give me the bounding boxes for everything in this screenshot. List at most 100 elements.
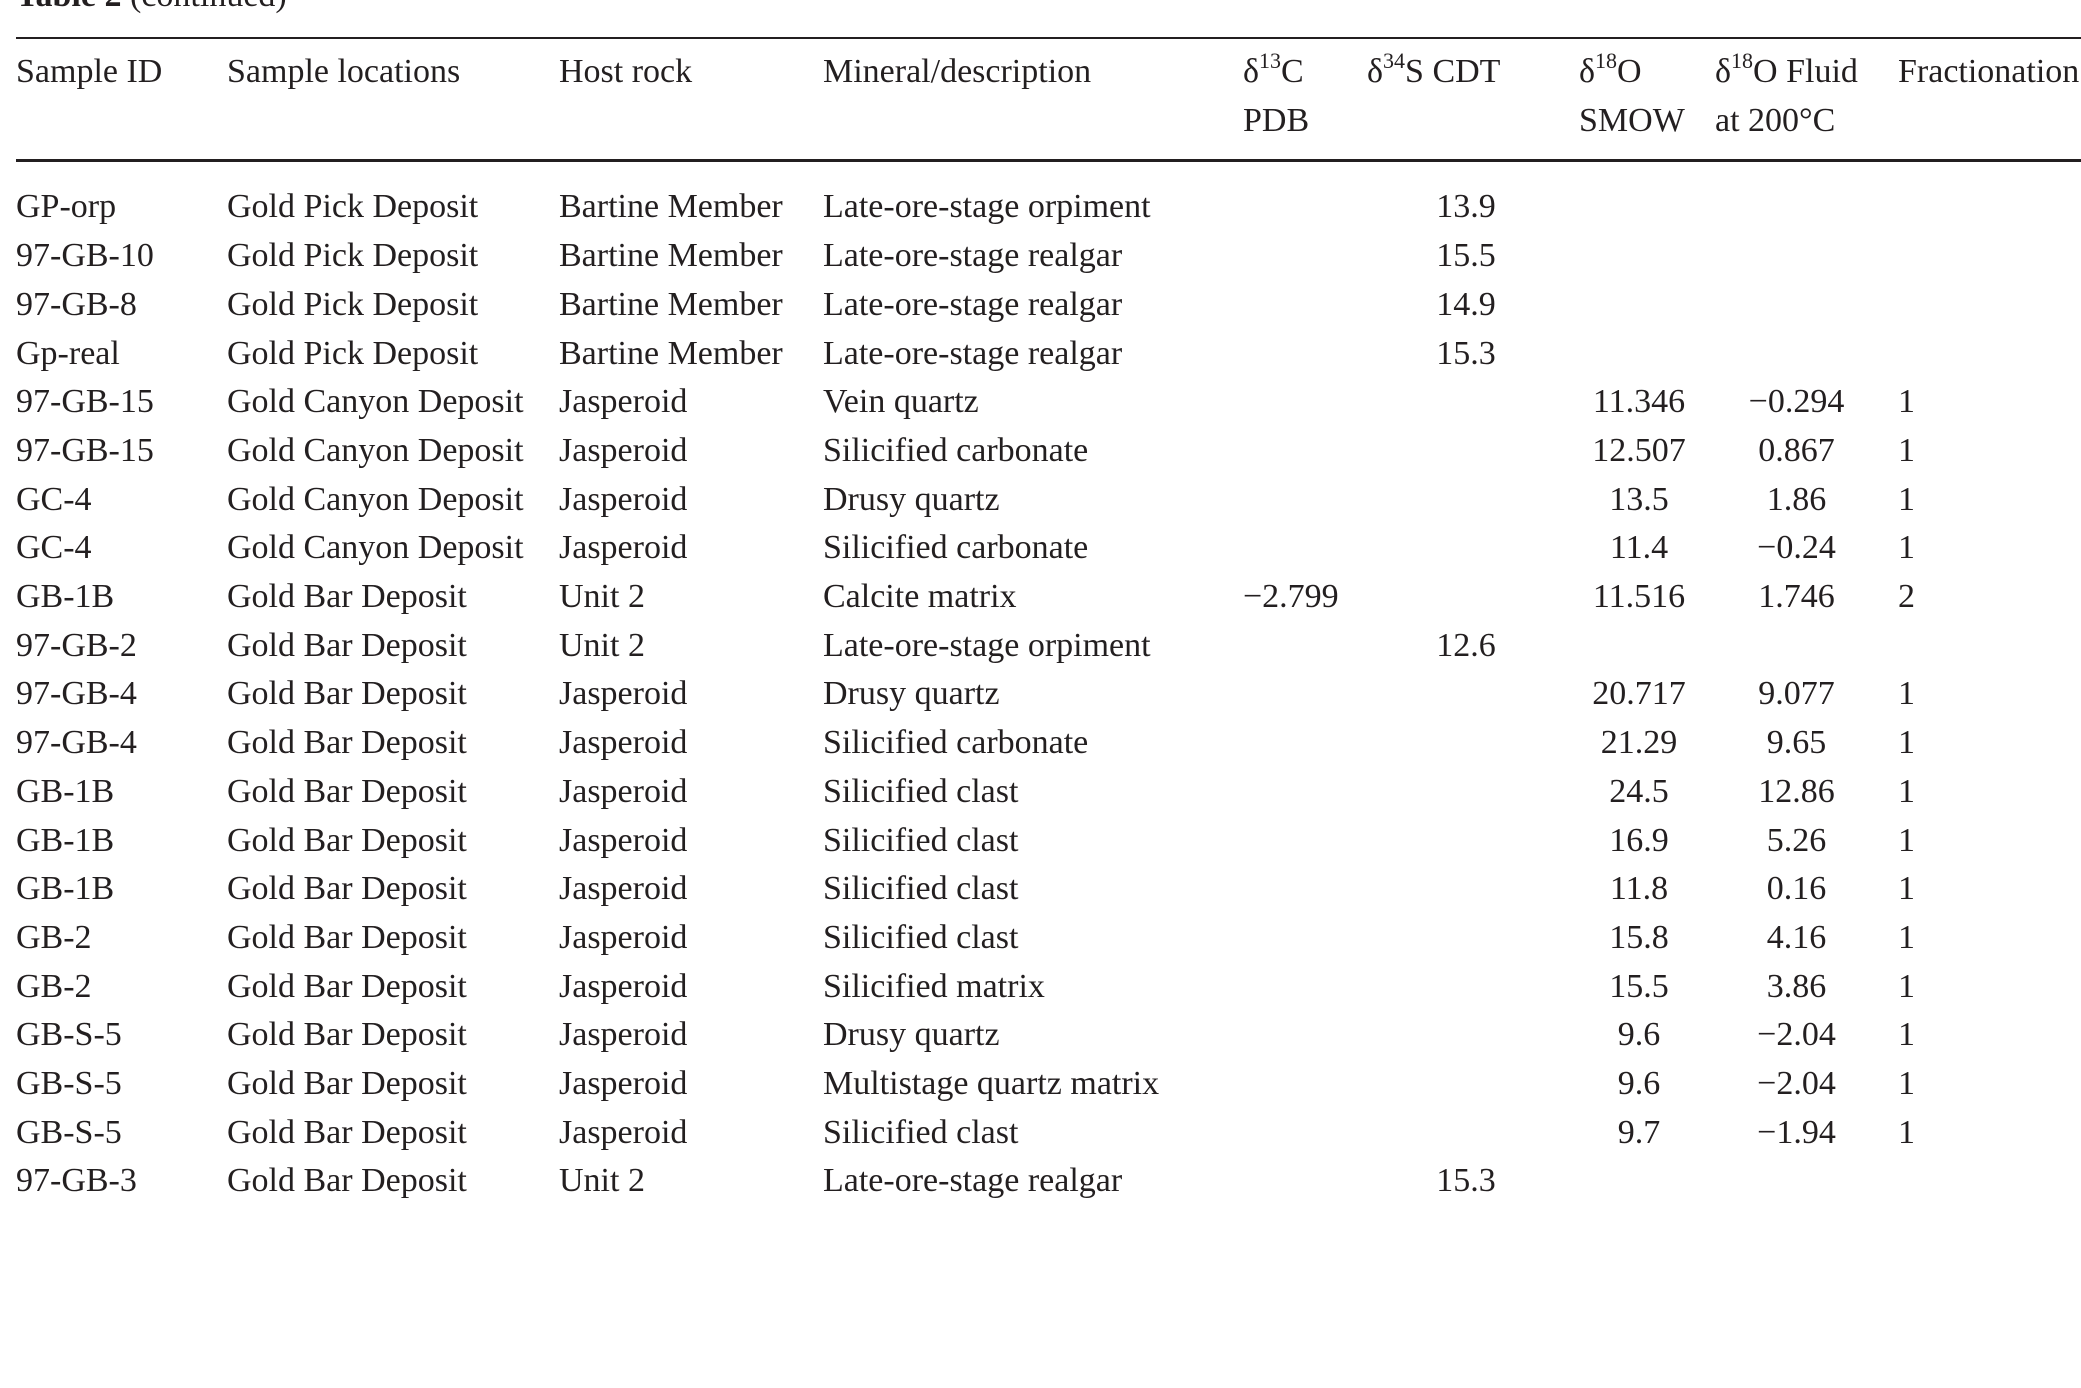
table-cell: GB-2	[16, 963, 227, 1012]
table-cell: Jasperoid	[559, 524, 823, 573]
sample-location: Gold Bar Deposit	[227, 724, 467, 762]
table-cell	[1579, 161, 1715, 232]
table-row: GB-2 Gold Bar Deposit Jasperoid Silicified …	[16, 963, 2081, 1012]
table-row: GP-orp Gold Pick Deposit Bartine Member Lat…	[16, 161, 2081, 232]
host-rock: Jasperoid	[559, 870, 688, 908]
column-header: Sample locations	[227, 38, 559, 161]
table-cell: Drusy quartz	[823, 1011, 1243, 1060]
host-rock: Bartine Member	[559, 334, 783, 372]
table-cell: 97-GB-10	[16, 232, 227, 281]
table-cell: Jasperoid	[559, 963, 823, 1012]
table-cell: 12.6	[1367, 622, 1579, 671]
delta18o-smow: 11.516	[1592, 578, 1686, 616]
table-cell: 1	[1898, 524, 2081, 573]
table-cell: Gold Canyon Deposit	[227, 427, 559, 476]
mineral-description: Late-ore-stage realgar	[823, 1162, 1123, 1200]
header-text: C	[1281, 53, 1304, 90]
delta18o-fluid: −0.294	[1748, 383, 1845, 421]
mineral-description: Late-ore-stage realgar	[823, 334, 1123, 372]
sample-id: 97-GB-8	[16, 285, 137, 323]
table-cell: Gold Pick Deposit	[227, 161, 559, 232]
host-rock: Unit 2	[559, 1162, 645, 1200]
fractionation: 1	[1898, 772, 1915, 810]
host-rock: Jasperoid	[559, 772, 688, 810]
header-text: Mineral/description	[823, 53, 1092, 90]
header-text: Host rock	[559, 53, 693, 90]
host-rock: Bartine Member	[559, 285, 783, 323]
host-rock: Bartine Member	[559, 188, 783, 226]
table-cell	[1898, 622, 2081, 671]
table-cell: Gold Bar Deposit	[227, 573, 559, 622]
table-cell: GC-4	[16, 476, 227, 525]
fractionation: 1	[1898, 821, 1915, 859]
table-cell	[1579, 232, 1715, 281]
sample-id: GB-S-5	[16, 1016, 122, 1054]
table-cell: 9.7	[1579, 1109, 1715, 1158]
table-cell: GB-S-5	[16, 1109, 227, 1158]
table-cell: 1	[1898, 670, 2081, 719]
mineral-description: Silicified clast	[823, 918, 1019, 956]
mineral-description: Late-ore-stage realgar	[823, 237, 1123, 275]
delta18o-smow: 16.9	[1609, 821, 1669, 859]
table-cell: Gold Canyon Deposit	[227, 524, 559, 573]
table-row: GB-1B Gold Bar Deposit Unit 2 Calcite matri…	[16, 573, 2081, 622]
table-cell: −2.04	[1715, 1060, 1898, 1109]
caption-label: Table 2	[16, 0, 122, 14]
table-cell: 11.8	[1579, 865, 1715, 914]
table-cell: 16.9	[1579, 817, 1715, 866]
sample-id: Gp-real	[16, 334, 120, 372]
table-row: GC-4 Gold Canyon Deposit Jasperoid Silicifi…	[16, 524, 2081, 573]
table-cell: GB-1B	[16, 817, 227, 866]
host-rock: Unit 2	[559, 578, 645, 616]
column-header: δ34S CDT	[1367, 38, 1579, 161]
delta18o-fluid: −1.94	[1757, 1113, 1836, 1151]
table-cell	[1243, 768, 1367, 817]
table-cell: Gold Bar Deposit	[227, 817, 559, 866]
sample-id: GB-1B	[16, 772, 115, 810]
delta34s: 13.9	[1436, 188, 1496, 226]
table-cell	[1243, 1109, 1367, 1158]
table-cell: Gold Bar Deposit	[227, 622, 559, 671]
sample-location: Gold Bar Deposit	[227, 1065, 467, 1103]
table-cell: 13.9	[1367, 161, 1579, 232]
table-row: GB-S-5 Gold Bar Deposit Jasperoid Multistag…	[16, 1060, 2081, 1109]
table-cell: Gold Bar Deposit	[227, 1011, 559, 1060]
table-cell	[1715, 622, 1898, 671]
sample-location: Gold Bar Deposit	[227, 967, 467, 1005]
delta34s: 14.9	[1436, 285, 1496, 323]
sample-location: Gold Canyon Deposit	[227, 529, 524, 567]
sample-id: 97-GB-3	[16, 1162, 137, 1200]
mineral-description: Multistage quartz matrix	[823, 1065, 1160, 1103]
table-cell	[1243, 1060, 1367, 1109]
table-row: Gp-real Gold Pick Deposit Bartine Member La…	[16, 330, 2081, 379]
table-cell	[1898, 161, 2081, 232]
table-cell: 12.507	[1579, 427, 1715, 476]
column-header: Sample ID	[16, 38, 227, 161]
table-cell	[1715, 1157, 1898, 1206]
table-cell	[1367, 378, 1579, 427]
header-second-line: SMOW	[1579, 101, 1685, 139]
table-cell: Unit 2	[559, 573, 823, 622]
mineral-description: Late-ore-stage orpiment	[823, 188, 1151, 226]
mineral-description: Drusy quartz	[823, 675, 1000, 713]
table-cell: 9.6	[1579, 1011, 1715, 1060]
header-symbol: δ	[1243, 53, 1260, 90]
delta18o-smow: 12.507	[1592, 431, 1686, 469]
table-cell: 1	[1898, 963, 2081, 1012]
sample-id: GB-1B	[16, 870, 115, 908]
header-text: O	[1617, 53, 1642, 90]
host-rock: Jasperoid	[559, 480, 688, 518]
table-row: 97-GB-15 Gold Canyon Deposit Jasperoid Vein…	[16, 378, 2081, 427]
delta34s: 15.5	[1436, 237, 1496, 275]
table-cell	[1715, 161, 1898, 232]
table-cell: 1.746	[1715, 573, 1898, 622]
table-cell	[1367, 573, 1579, 622]
table-cell	[1367, 963, 1579, 1012]
header-row: Sample ID Sample locations Host rock Minera…	[16, 38, 2081, 161]
table-cell: GC-4	[16, 524, 227, 573]
table-cell	[1898, 1157, 2081, 1206]
fractionation: 1	[1898, 967, 1915, 1005]
table-cell: Gp-real	[16, 330, 227, 379]
